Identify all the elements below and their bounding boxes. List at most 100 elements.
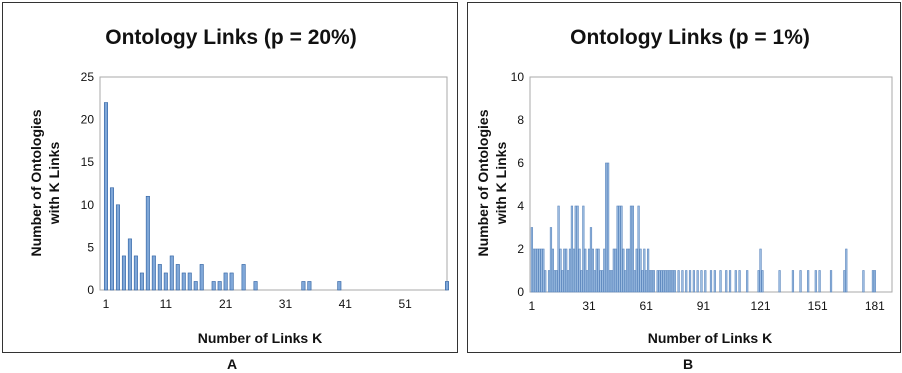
chart-b-bar: [597, 248, 600, 293]
chart-b-bar: [696, 270, 699, 293]
chart-b-bar: [719, 270, 722, 293]
chart-b-bar: [626, 248, 629, 293]
chart-a-bar: [157, 264, 162, 291]
chart-b-bar: [553, 270, 556, 293]
chart-a-bar: [211, 281, 216, 291]
chart-b-bar: [603, 248, 606, 293]
chart-b-ytick-label: 6: [517, 156, 524, 170]
chart-a-bar: [187, 272, 192, 291]
chart-b-bar: [618, 205, 621, 293]
chart-a-bar: [217, 281, 222, 291]
chart-b-bar: [738, 270, 741, 293]
chart-b-bar: [662, 270, 665, 293]
chart-b-bar: [608, 270, 612, 293]
chart-b-bar: [578, 248, 581, 293]
chart-b-bar: [829, 270, 833, 293]
chart-b-bar: [633, 270, 636, 293]
chart-b-bar: [761, 270, 764, 293]
chart-b-bar: [778, 270, 781, 293]
chart-b-bar: [704, 270, 707, 293]
chart-b-bar: [746, 270, 749, 293]
chart-a-xtick-label: 51: [398, 297, 412, 311]
chart-b-bar: [551, 248, 554, 293]
chart-b-svg: Ontology Links (p = 1%) Number of Links …: [475, 26, 893, 346]
chart-b-xtick-label: 91: [697, 299, 711, 313]
chart-b-bar: [563, 248, 566, 293]
chart-b-bar: [799, 270, 802, 293]
chart-a-bar: [109, 187, 114, 291]
chart-b-ytick-label: 10: [511, 70, 525, 84]
chart-a-svg: Ontology Links (p = 20%) Number of Links…: [28, 26, 449, 346]
chart-b-bar: [637, 205, 640, 293]
chart-b-bar: [629, 205, 633, 293]
chart-b-bar: [574, 205, 577, 293]
chart-b-bar: [658, 270, 661, 293]
chart-b-bar: [622, 248, 625, 293]
chart-b-bar: [568, 248, 572, 293]
chart-b-bar: [534, 248, 537, 293]
chart-b-bar: [547, 270, 551, 293]
chart-b-bar: [681, 270, 684, 293]
chart-b-bar: [627, 248, 631, 293]
figure-label-b: B: [682, 356, 694, 372]
chart-a-bar: [139, 272, 144, 291]
chart-b-bar: [757, 270, 760, 293]
chart-a-bar: [127, 238, 132, 291]
chart-b-bar: [561, 270, 564, 293]
chart-b-bar: [567, 270, 570, 293]
chart-a-ytick-label: 15: [81, 155, 95, 169]
chart-a-plot-area: [99, 76, 448, 291]
chart-b-bar: [664, 270, 667, 293]
chart-a-bar: [444, 281, 449, 291]
chart-b-bar: [589, 227, 593, 293]
chart-b-bar: [584, 248, 587, 293]
chart-a-ylabel-line1: Number of Ontologies: [28, 109, 44, 256]
chart-b-bar: [725, 270, 728, 293]
chart-b-xtick-label: 31: [582, 299, 596, 313]
chart-b-bar: [648, 270, 652, 293]
chart-b-bar: [635, 248, 638, 293]
chart-b-ytick-label: 2: [517, 242, 524, 256]
chart-b-bar: [570, 205, 574, 293]
chart-b-bar: [532, 248, 535, 293]
chart-b-xtick-label: 1: [529, 299, 536, 313]
chart-b-bar: [647, 248, 650, 293]
chart-a-ytick-label: 0: [87, 283, 94, 297]
chart-b-bar: [843, 270, 846, 293]
chart-b-bar: [652, 270, 655, 293]
chart-a-bar: [337, 281, 342, 291]
chart-b-bar: [641, 270, 644, 293]
chart-b-bar: [544, 270, 547, 293]
chart-b-bar: [814, 270, 817, 293]
chart-b-bar: [610, 270, 614, 293]
chart-b-bar: [871, 270, 875, 293]
chart-a-xtick-label: 1: [103, 297, 110, 311]
chart-a-bar: [163, 272, 168, 291]
chart-b-ytick-label: 8: [517, 113, 524, 127]
chart-a-title: Ontology Links (p = 20%): [105, 26, 356, 49]
chart-b-bar: [616, 205, 619, 293]
chart-a-xtick-label: 11: [160, 297, 173, 311]
chart-b-bar: [614, 248, 617, 293]
chart-b-bar: [688, 270, 692, 293]
chart-a-bar: [301, 281, 306, 291]
chart-b-bar: [601, 270, 604, 293]
chart-b-xtick-label: 151: [808, 299, 828, 313]
chart-a-bar: [181, 272, 186, 291]
chart-b-bar: [595, 248, 598, 293]
chart-b-bar: [582, 205, 585, 293]
chart-b-bar: [709, 270, 713, 293]
chart-b-bar: [807, 270, 810, 293]
chart-panel-a: Ontology Links (p = 20%) Number of Links…: [2, 2, 458, 353]
chart-a-bar: [229, 272, 234, 291]
chart-b-bar: [549, 227, 553, 293]
chart-a-ytick-label: 10: [81, 198, 95, 212]
chart-b-bar: [650, 270, 654, 293]
chart-b-bar: [559, 248, 562, 293]
chart-b-bar: [580, 270, 583, 293]
chart-a-ytick-label: 25: [81, 70, 95, 84]
chart-b-bar: [557, 205, 560, 293]
chart-b-bar: [692, 270, 695, 293]
chart-b-bar: [667, 270, 671, 293]
chart-b-bar: [593, 270, 596, 293]
